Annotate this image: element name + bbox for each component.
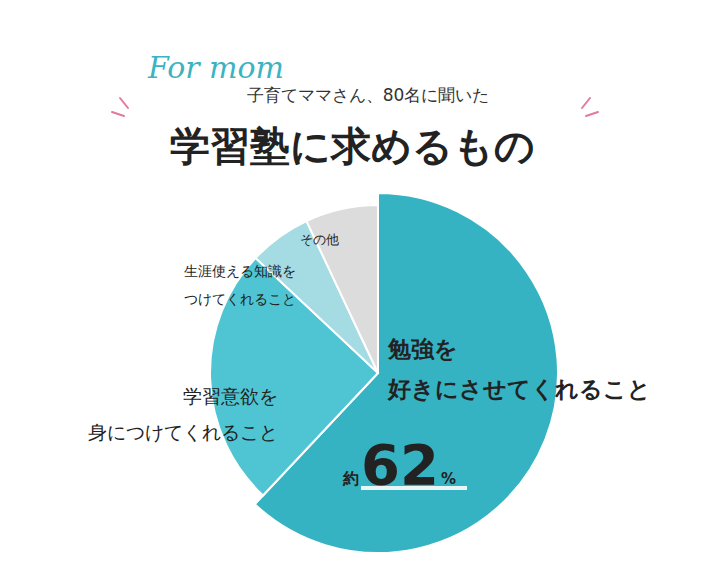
decoration-stroke — [112, 112, 124, 116]
category-label: 生涯使える知識を — [184, 263, 296, 279]
subtitle: 子育てママさん、80名に聞いた — [247, 85, 490, 105]
category-label: その他 — [300, 232, 339, 247]
pie-slice — [306, 205, 378, 373]
chart-svg: For mom子育てママさん、80名に聞いた学習塾に求めるもの勉強を好きにさせて… — [0, 0, 702, 577]
annotation: For mom — [147, 50, 284, 85]
category-label: 勉強を — [387, 336, 458, 362]
category-label: 学習意欲を — [183, 385, 278, 407]
decoration — [112, 98, 598, 116]
pie — [210, 193, 558, 553]
category-labels: 勉強を好きにさせてくれること 学習意欲を身につけてくれること 生涯使える知識をつけて… — [88, 232, 651, 443]
chart-container: For mom子育てママさん、80名に聞いた学習塾に求めるもの勉強を好きにさせて… — [0, 0, 702, 577]
decoration-stroke — [582, 98, 590, 108]
category-label: 身につけてくれること — [88, 421, 278, 443]
title: 学習塾に求めるもの — [170, 123, 535, 169]
category-label: つけてくれること — [184, 291, 296, 307]
plot-area — [210, 193, 558, 553]
value-label: 約62% — [342, 432, 456, 497]
decoration-stroke — [120, 98, 128, 108]
category-label: 好きにさせてくれること — [387, 376, 651, 402]
decoration-stroke — [586, 112, 598, 116]
